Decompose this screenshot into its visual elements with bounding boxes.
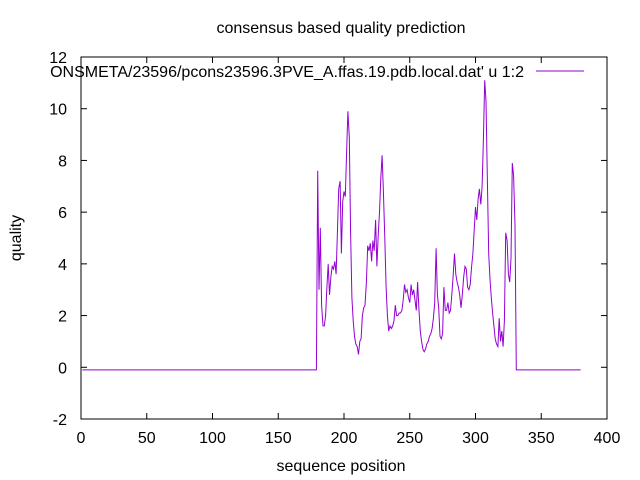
y-tick-label: 10 [49, 102, 67, 119]
plot-frame [80, 56, 608, 420]
x-tick-label: 150 [265, 430, 292, 447]
y-tick-label: -2 [53, 412, 67, 429]
x-tick-label: 200 [331, 430, 358, 447]
y-tick-label: 8 [58, 153, 67, 170]
x-tick-label: 100 [199, 430, 226, 447]
y-tick-label: 0 [58, 360, 67, 377]
chart-title: consensus based quality prediction [216, 20, 465, 37]
legend-entry-label: ONSMETA/23596/pcons23596.3PVE_A.ffas.19.… [50, 64, 524, 81]
y-tick-label: 12 [49, 50, 67, 67]
x-tick-label: 350 [528, 430, 555, 447]
series-line [82, 80, 581, 371]
y-tick-label: 6 [58, 205, 67, 222]
x-tick-label: 50 [138, 430, 156, 447]
x-axis-label: sequence position [277, 458, 406, 475]
x-tick-label: 0 [77, 430, 86, 447]
x-tick-label: 250 [396, 430, 423, 447]
y-tick-label: 2 [58, 309, 67, 326]
x-tick-label: 300 [462, 430, 489, 447]
x-tick-label: 400 [594, 430, 621, 447]
y-axis-label: quality [8, 215, 25, 261]
legend: ONSMETA/23596/pcons23596.3PVE_A.ffas.19.… [50, 64, 584, 81]
y-tick-label: 4 [58, 257, 67, 274]
